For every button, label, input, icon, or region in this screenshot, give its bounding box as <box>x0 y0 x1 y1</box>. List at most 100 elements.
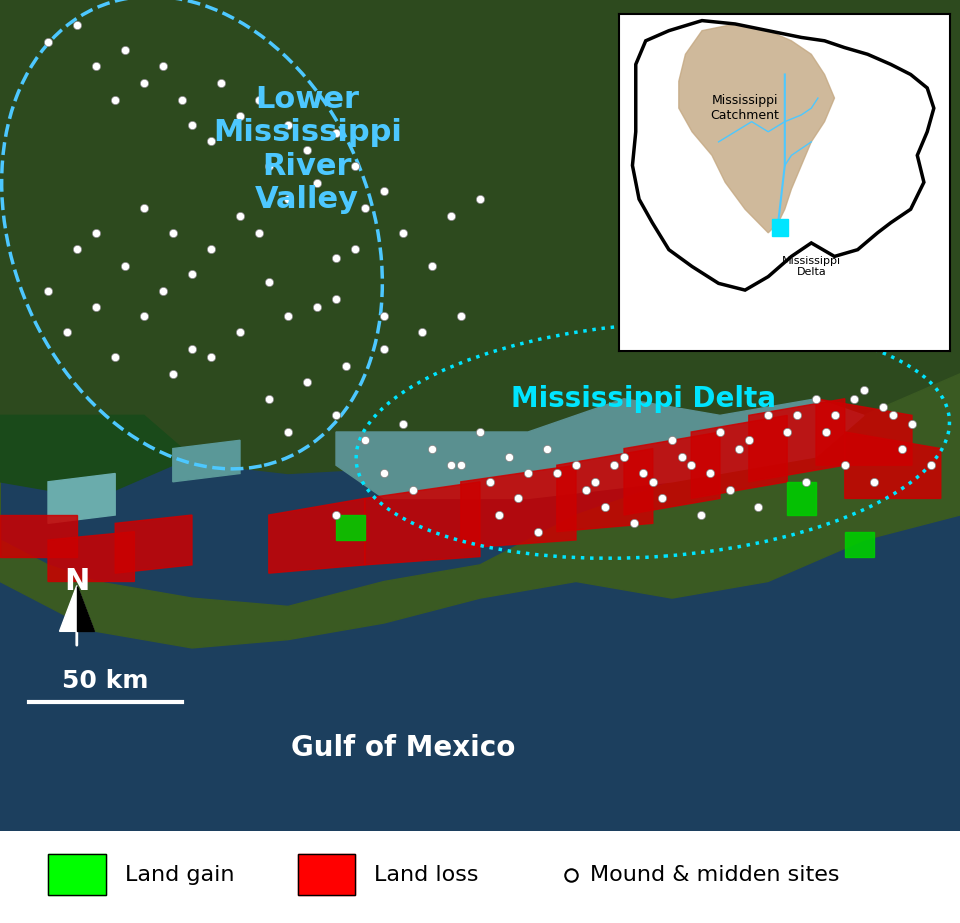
Point <box>300 142 315 157</box>
Point <box>568 458 584 473</box>
Point <box>376 342 392 356</box>
Polygon shape <box>461 465 576 548</box>
Polygon shape <box>557 449 653 532</box>
Point <box>136 308 152 323</box>
Point <box>357 433 372 448</box>
Point <box>376 466 392 481</box>
Point <box>40 283 56 298</box>
Point <box>540 441 555 456</box>
Bar <box>298 854 355 895</box>
Point <box>722 483 737 497</box>
Point <box>482 474 497 489</box>
Point <box>136 200 152 215</box>
Point <box>828 408 843 423</box>
Polygon shape <box>0 374 960 648</box>
Polygon shape <box>48 473 115 523</box>
Point <box>88 300 104 315</box>
Point <box>564 868 579 882</box>
Point <box>885 408 900 423</box>
Point <box>60 325 75 340</box>
Bar <box>48 854 106 895</box>
Point <box>712 425 728 439</box>
Point <box>424 258 440 273</box>
Point <box>511 491 526 506</box>
Point <box>588 474 603 489</box>
Text: Mississippi Delta: Mississippi Delta <box>511 385 776 413</box>
Text: Mississippi
Delta: Mississippi Delta <box>781 256 841 277</box>
Point <box>280 425 296 439</box>
Point <box>88 59 104 74</box>
Point <box>520 466 536 481</box>
Polygon shape <box>0 515 77 557</box>
Point <box>69 242 84 257</box>
Point <box>108 350 123 365</box>
Polygon shape <box>787 482 816 515</box>
Point <box>789 408 804 423</box>
Polygon shape <box>115 515 192 573</box>
Point <box>204 134 219 149</box>
Point <box>616 450 632 464</box>
Point <box>165 225 180 240</box>
Polygon shape <box>0 0 960 473</box>
Text: Land gain: Land gain <box>125 865 234 885</box>
Point <box>732 441 747 456</box>
Point <box>184 342 200 356</box>
Point <box>165 366 180 381</box>
Point <box>117 42 132 57</box>
Point <box>232 109 248 124</box>
Point <box>328 250 344 265</box>
Point <box>645 474 660 489</box>
Polygon shape <box>336 399 864 498</box>
Point <box>636 466 651 481</box>
Point <box>280 117 296 132</box>
Point <box>232 209 248 223</box>
Point <box>348 159 363 174</box>
Point <box>741 433 756 448</box>
Text: Land loss: Land loss <box>374 865 479 885</box>
Point <box>895 441 910 456</box>
Point <box>184 117 200 132</box>
Point <box>338 358 353 373</box>
Point <box>136 76 152 90</box>
Point <box>252 92 267 107</box>
Point <box>261 275 276 290</box>
Polygon shape <box>624 432 720 515</box>
Text: Mississippi
Catchment: Mississippi Catchment <box>710 94 780 122</box>
Point <box>328 408 344 423</box>
Text: N: N <box>64 567 89 596</box>
Point <box>453 308 468 323</box>
Point <box>280 192 296 207</box>
Polygon shape <box>336 515 365 540</box>
Point <box>847 391 862 406</box>
Point <box>376 184 392 198</box>
Text: Gulf of Mexico: Gulf of Mexico <box>291 734 516 761</box>
Point <box>760 408 776 423</box>
Point <box>396 416 411 431</box>
Point <box>280 308 296 323</box>
Point <box>693 508 708 522</box>
Point <box>415 325 430 340</box>
Polygon shape <box>77 586 94 631</box>
Polygon shape <box>749 399 845 482</box>
Polygon shape <box>48 532 134 581</box>
Point <box>261 391 276 406</box>
Point <box>156 283 171 298</box>
Point <box>213 76 228 90</box>
Polygon shape <box>691 415 787 498</box>
Polygon shape <box>0 415 192 498</box>
Bar <box>298 854 355 895</box>
Point <box>300 375 315 390</box>
Polygon shape <box>816 399 912 465</box>
Point <box>184 267 200 282</box>
Point <box>328 508 344 522</box>
Point <box>204 350 219 365</box>
Point <box>837 458 852 473</box>
Point <box>204 242 219 257</box>
Polygon shape <box>365 482 480 565</box>
Point <box>108 92 123 107</box>
Point <box>655 491 670 506</box>
Point <box>597 499 612 514</box>
Polygon shape <box>173 440 240 482</box>
Bar <box>772 220 788 236</box>
Point <box>684 458 699 473</box>
